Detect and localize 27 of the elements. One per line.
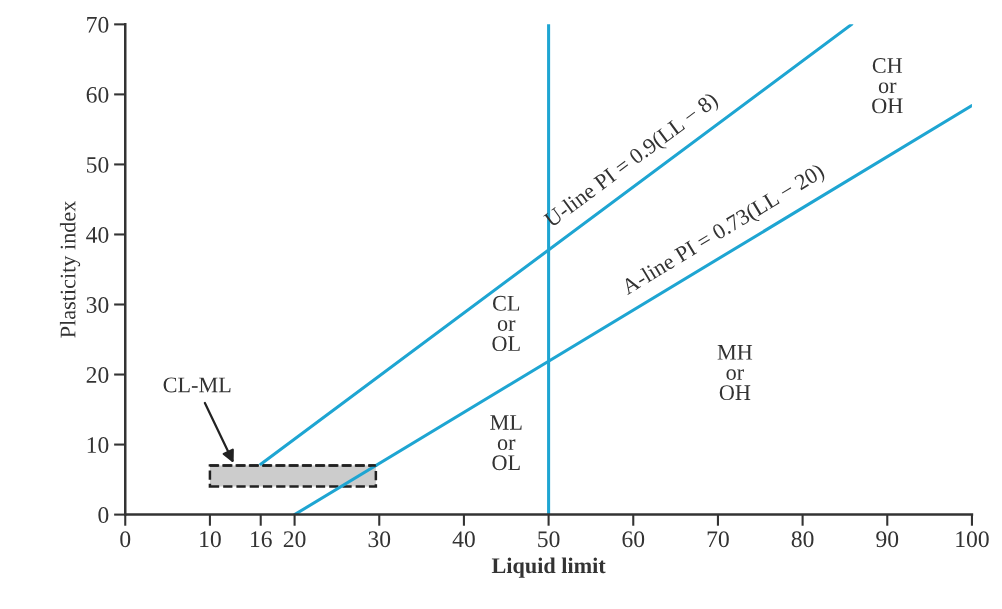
y-tick-label: 40 [86, 226, 109, 243]
y-tick-label: 30 [86, 296, 109, 313]
annotation: CH or OH [872, 58, 903, 114]
x-axis-title: Liquid limit [491, 557, 606, 578]
y-tick-label: 70 [87, 16, 109, 33]
y-tick-label: 10 [87, 437, 109, 453]
annotation: MH or OH [717, 345, 753, 401]
x-tick-label: 70 [707, 531, 729, 548]
x-tick-label: 100 [956, 531, 989, 548]
x-tick-label: 20 [283, 531, 306, 548]
y-tick-label: 20 [86, 367, 109, 383]
x-tick-label: 16 [250, 531, 272, 548]
y-tick-label: 0 [98, 507, 109, 524]
y-axis-title: Plasticity index [59, 200, 81, 338]
x-tick-label: 90 [876, 531, 899, 548]
x-tick-label: 60 [622, 531, 645, 548]
annotation: CL-ML [163, 377, 231, 393]
annotation: CL or OL [492, 295, 520, 352]
x-tick-label: 80 [791, 531, 814, 548]
x-tick-label: 40 [452, 531, 475, 548]
y-tick-label: 60 [86, 86, 109, 103]
x-tick-label: 30 [368, 531, 391, 548]
x-tick-label: 50 [538, 531, 560, 548]
annotation: ML or OL [490, 415, 522, 471]
y-tick-label: 50 [87, 156, 109, 173]
x-tick-label: 10 [200, 531, 221, 548]
x-tick-label: 0 [120, 531, 131, 548]
